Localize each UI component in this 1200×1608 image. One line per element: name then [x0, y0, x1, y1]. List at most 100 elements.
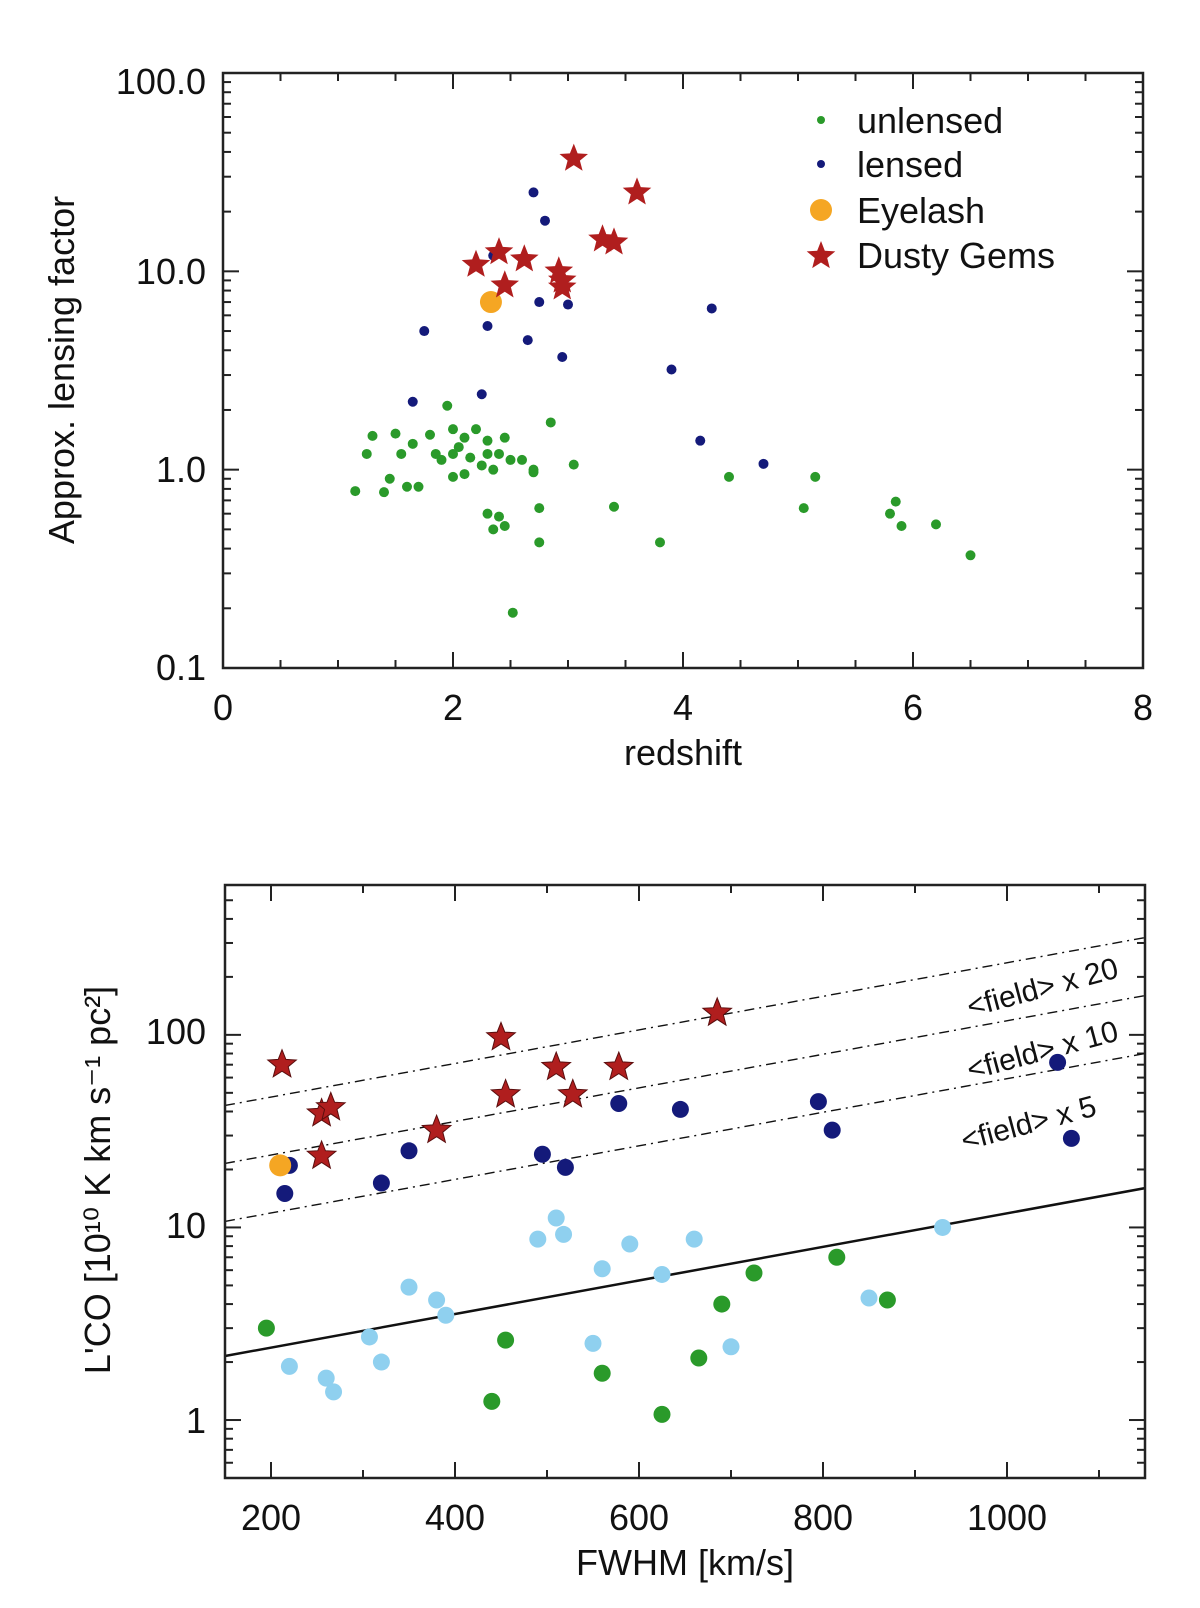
unlensed-point [494, 448, 504, 459]
chart2-y-axis-title: L'CO [10¹⁰ K km s⁻¹ pc²] [77, 986, 118, 1374]
dusty-gems-point [461, 249, 491, 277]
unlensed-point [453, 442, 464, 453]
unlensed-point [465, 452, 476, 463]
lensed-point [695, 435, 706, 446]
light-blue-point [317, 1369, 335, 1387]
light-blue-point [547, 1209, 565, 1227]
unlensed-point [350, 486, 361, 497]
lensed-point [533, 1145, 551, 1163]
dusty-gems-point [701, 996, 733, 1027]
unlensed-point [724, 471, 734, 482]
dusty-gems-point [489, 1078, 522, 1108]
chart1-ticks [222, 72, 1144, 669]
light-blue-point [529, 1230, 547, 1248]
unlensed-point [878, 1291, 896, 1309]
unlensed-point [690, 1349, 708, 1367]
chart1-legend: unlensed lensed Eyelash Dusty Gems [806, 100, 1055, 276]
dusty-gems-point [305, 1139, 338, 1170]
chart1-x-tick-label: 6 [903, 687, 923, 728]
lensed-point [419, 326, 430, 337]
dusty-gems-point [540, 1050, 572, 1081]
chart2-lines [224, 936, 1146, 1358]
unlensed-point [609, 501, 619, 512]
legend-dusty-gems-label: Dusty Gems [857, 235, 1055, 276]
dusty-gems-point [490, 270, 519, 298]
legend-lensed-marker [817, 160, 825, 168]
unlensed-point [442, 400, 453, 411]
chart1-x-axis-title: redshift [624, 732, 742, 773]
unlensed-point [476, 460, 487, 471]
unlensed-point [488, 524, 499, 535]
unlensed-point [459, 469, 470, 480]
light-blue-point [428, 1291, 446, 1309]
light-blue-point [400, 1278, 418, 1296]
unlensed-point [471, 424, 481, 435]
field-multiple-line [224, 994, 1146, 1165]
light-blue-point [437, 1306, 455, 1324]
unlensed-point [534, 503, 545, 514]
unlensed-point [402, 481, 412, 492]
chart1-y-axis-title: Approx. lensing factor [41, 196, 82, 544]
unlensed-point [483, 1392, 501, 1410]
chart1-points [350, 143, 976, 618]
unlensed-point [885, 508, 895, 519]
unlensed-point [713, 1295, 731, 1313]
chart2-x-tick-label: 200 [241, 1497, 301, 1538]
lco-fwhm-chart: 200 400 600 800 1000 1 10 100 FWHM [km/s… [77, 883, 1147, 1583]
chart2-x-tick-label: 1000 [967, 1497, 1047, 1538]
dusty-gems-point [266, 1048, 298, 1078]
unlensed-point [505, 454, 516, 465]
chart2-frame [223, 883, 1147, 1480]
lensed-point [557, 351, 568, 362]
dusty-gems-point [559, 143, 588, 171]
light-blue-point [372, 1353, 390, 1371]
unlensed-point [448, 448, 458, 459]
unlensed-point [425, 429, 435, 440]
unlensed-point [367, 430, 378, 441]
dusty-gems-point [510, 244, 539, 272]
light-blue-point [621, 1235, 639, 1253]
unlensed-point [482, 448, 493, 459]
unlensed-point [528, 467, 539, 478]
light-blue-point [555, 1225, 573, 1243]
lensed-point [1049, 1053, 1067, 1071]
lensed-point [372, 1174, 390, 1192]
chart2-y-tick-label: 1 [186, 1400, 206, 1441]
unlensed-point [517, 454, 527, 465]
unlensed-point [568, 459, 579, 470]
unlensed-point [407, 438, 418, 449]
chart1-y-tick-label: 100.0 [116, 61, 206, 102]
dusty-gems-point [315, 1091, 347, 1121]
chart1-x-tick-label: 4 [673, 687, 693, 728]
unlensed-point [896, 520, 907, 531]
unlensed-point [361, 448, 372, 459]
chart1-frame [221, 71, 1145, 670]
unlensed-point [890, 496, 901, 507]
chart2-y-tick-label: 10 [166, 1205, 206, 1246]
unlensed-point [499, 520, 510, 531]
chart1-x-tick-label: 2 [443, 687, 463, 728]
lensed-point [556, 1158, 574, 1176]
lensed-point [758, 458, 769, 469]
chart2-x-axis-title: FWHM [km/s] [576, 1542, 794, 1583]
light-blue-point [360, 1328, 378, 1346]
lensed-point [482, 321, 493, 332]
unlensed-point [459, 432, 470, 443]
light-blue-point [593, 1260, 611, 1278]
dusty-gems-point [622, 177, 652, 205]
unlensed-point [448, 471, 458, 482]
legend-eyelash-marker [810, 199, 832, 221]
unlensed-point [499, 432, 510, 443]
eyelash-point [269, 1154, 292, 1177]
light-blue-point [860, 1289, 878, 1307]
lensed-point [540, 215, 550, 226]
unlensed-point [448, 424, 458, 435]
lensing-factor-chart: 0 2 4 6 8 0.1 1.0 10.0 100.0 redshift Ap… [41, 61, 1153, 773]
lensed-point [528, 187, 539, 198]
light-blue-point [653, 1265, 671, 1283]
chart2-y-tick-label: 100 [146, 1011, 206, 1052]
unlensed-point [482, 508, 493, 519]
legend-unlensed-marker [817, 116, 825, 124]
unlensed-point [931, 519, 941, 530]
